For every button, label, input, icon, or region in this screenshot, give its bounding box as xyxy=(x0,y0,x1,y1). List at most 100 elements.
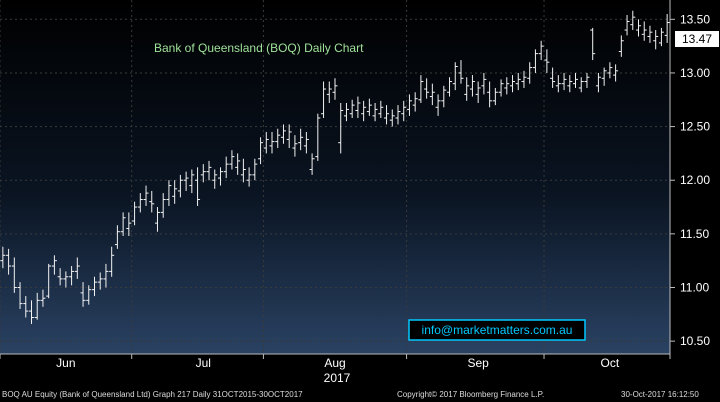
ohlc-bar xyxy=(595,72,601,93)
footer-copyright: Copyright© 2017 Bloomberg Finance L.P. xyxy=(397,390,545,399)
year-label: 2017 xyxy=(324,371,351,385)
price-chart: Bank of Queensland (BOQ) Daily Chart inf… xyxy=(0,0,720,386)
ohlc-bar xyxy=(74,257,80,279)
ohlc-bar xyxy=(578,77,584,93)
ohlc-bar xyxy=(86,285,92,305)
ohlc-bar xyxy=(498,79,504,97)
footer-security: BOQ AU Equity (Bank of Queensland Ltd) G… xyxy=(2,390,303,399)
ohlc-bar xyxy=(143,185,149,206)
ohlc-bar xyxy=(590,27,596,61)
ohlc-bar xyxy=(510,75,516,93)
ohlc-bar xyxy=(384,105,390,125)
ohlc-bar xyxy=(607,62,613,79)
ohlc-bar xyxy=(395,105,401,125)
ohlc-bar xyxy=(481,72,487,95)
last-price-label: 13.47 xyxy=(682,32,712,46)
ohlc-bar xyxy=(567,75,573,93)
watermark-text: info@marketmatters.com.au xyxy=(422,323,573,337)
ohlc-bar xyxy=(647,25,653,43)
ohlc-bar xyxy=(154,207,160,232)
last-price-tag: 13.47 xyxy=(675,31,719,47)
ohlc-bar xyxy=(103,263,109,288)
ohlc-bar xyxy=(160,193,166,218)
ohlc-bar xyxy=(28,300,34,324)
x-axis: Jun Jul Aug Sep Oct xyxy=(0,354,671,370)
ohlc-bar xyxy=(51,255,57,275)
ohlc-bar xyxy=(624,15,630,36)
ohlc-bar xyxy=(613,64,619,82)
x-tick-label: Sep xyxy=(467,356,489,370)
y-tick-label: 11.00 xyxy=(680,280,709,294)
ohlc-bar xyxy=(658,27,664,47)
ohlc-bar xyxy=(641,21,647,41)
ohlc-bar xyxy=(303,131,309,154)
ohlc-bar xyxy=(280,124,286,144)
ohlc-bar xyxy=(258,137,264,165)
ohlc-bar xyxy=(11,257,17,293)
grid xyxy=(0,0,671,354)
ohlc-bar xyxy=(321,81,327,118)
ohlc-bar xyxy=(355,96,361,118)
y-axis-panel xyxy=(670,0,720,386)
ohlc-bar xyxy=(630,10,636,31)
ohlc-bar xyxy=(223,156,229,179)
ohlc-bar xyxy=(137,193,143,213)
ohlc-bar xyxy=(309,153,315,175)
ohlc-bar xyxy=(435,94,441,116)
ohlc-bar xyxy=(235,153,241,175)
ohlc-bar xyxy=(120,212,126,236)
ohlc-bar xyxy=(240,158,246,183)
ohlc-bar xyxy=(349,99,355,118)
ohlc-bar xyxy=(544,49,550,73)
ohlc-bar xyxy=(406,94,412,116)
ohlc-bar xyxy=(34,292,40,320)
ohlc-bar xyxy=(172,180,178,204)
ohlc-bar xyxy=(200,164,206,183)
ohlc-bar xyxy=(17,282,23,309)
ohlc-bar xyxy=(332,78,338,100)
ohlc-bar xyxy=(189,169,195,194)
ohlc-bar xyxy=(584,72,590,88)
ohlc-bar xyxy=(389,109,395,127)
ohlc-bar xyxy=(40,289,46,307)
ohlc-bar xyxy=(275,128,281,149)
ohlc-bar xyxy=(195,167,201,206)
ohlc-bar xyxy=(618,35,624,57)
ohlc-bar xyxy=(452,62,458,91)
ohlc-bar xyxy=(269,131,275,154)
ohlc-bar xyxy=(338,102,344,154)
y-tick-label: 10.50 xyxy=(680,334,710,348)
ohlc-bar xyxy=(0,246,6,269)
ohlc-bar xyxy=(550,67,556,88)
ohlc-bar xyxy=(149,190,155,213)
y-tick-label: 11.50 xyxy=(680,227,709,241)
ohlc-bar xyxy=(532,49,538,73)
ohlc-bar xyxy=(464,77,470,101)
ohlc-bar xyxy=(132,201,138,226)
ohlc-bar xyxy=(469,75,475,97)
ohlc-bar xyxy=(263,131,269,154)
ohlc-bar xyxy=(126,212,132,236)
ohlc-bar xyxy=(515,72,521,91)
ohlc-bar xyxy=(183,171,189,191)
ohlc-bar xyxy=(212,169,218,189)
ohlc-bar xyxy=(114,225,120,249)
x-tick-label: Jul xyxy=(196,356,211,370)
ohlc-bar xyxy=(412,92,418,112)
y-tick-label: 12.00 xyxy=(680,173,710,187)
ohlc-bar xyxy=(441,85,447,108)
ohlc-bar xyxy=(527,62,533,84)
ohlc-bar xyxy=(361,100,367,122)
ohlc-bar xyxy=(636,19,642,37)
ohlc-bar xyxy=(573,72,579,88)
plot-background xyxy=(0,0,670,354)
ohlc-bar xyxy=(69,266,75,286)
ohlc-bar xyxy=(63,271,69,288)
x-tick-label: Aug xyxy=(324,356,345,370)
ohlc-bar xyxy=(206,160,212,181)
ohlc-bar xyxy=(252,158,258,181)
ohlc-bar xyxy=(372,102,378,122)
ohlc-bar xyxy=(292,135,298,157)
ohlc-bar xyxy=(555,75,561,93)
